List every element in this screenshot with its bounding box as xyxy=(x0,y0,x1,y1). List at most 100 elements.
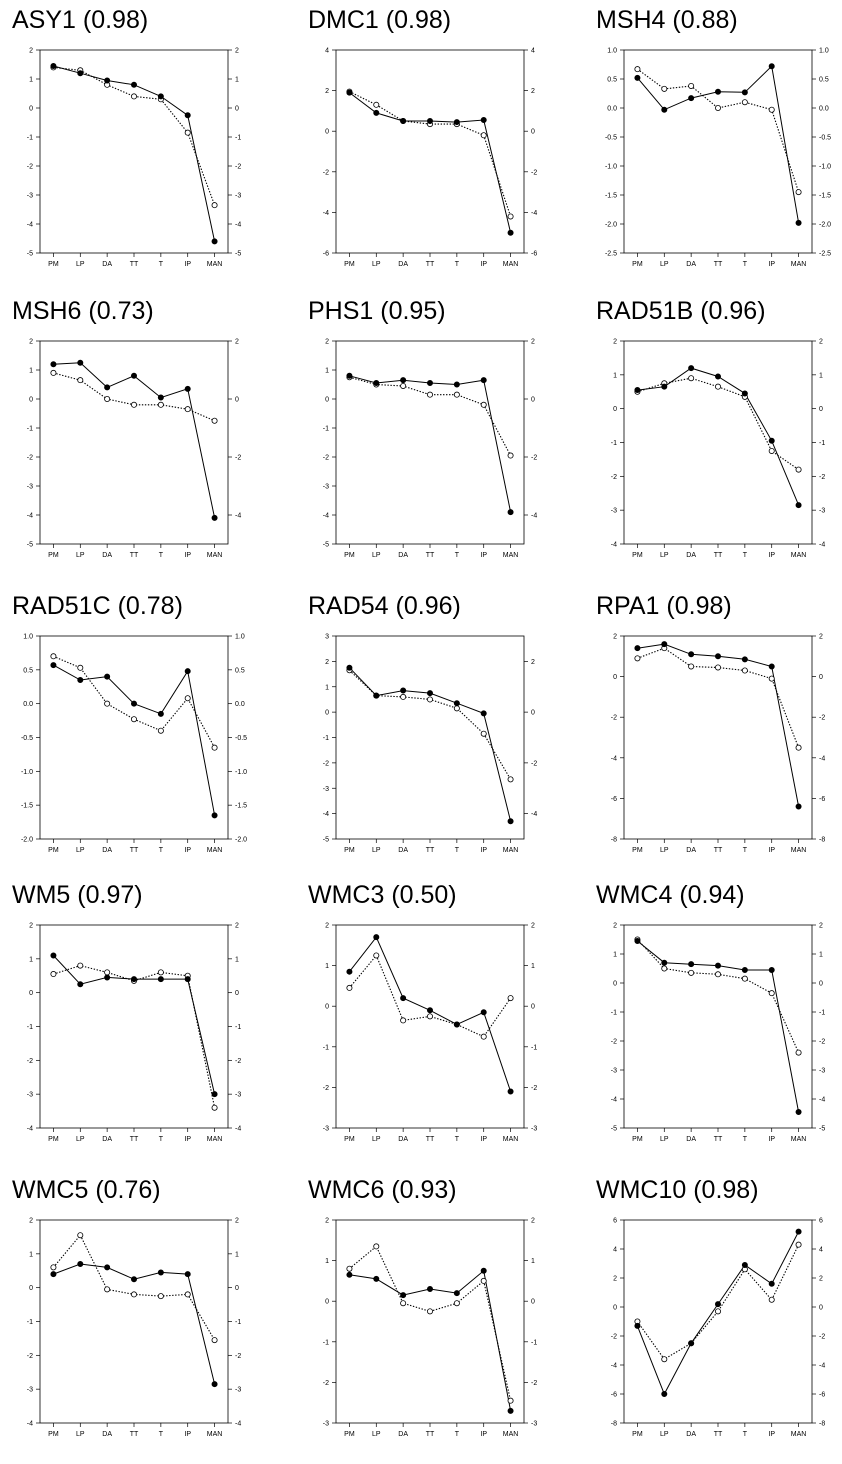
y-tick-label: -1 xyxy=(27,1024,33,1031)
y-right-tick-label: 2 xyxy=(531,339,535,346)
data-point-open xyxy=(104,969,111,976)
y-tick-label: -3 xyxy=(323,786,329,793)
y-tick-label: -2 xyxy=(27,164,33,171)
y-tick-label: -5 xyxy=(323,837,329,844)
data-point-open xyxy=(77,962,84,969)
data-point-filled xyxy=(634,74,641,81)
data-point-filled xyxy=(661,959,668,966)
y-right-tick-label: 2 xyxy=(235,48,239,55)
y-right-tick-label: 2 xyxy=(531,659,535,666)
x-tick-label: DA xyxy=(398,552,408,559)
y-tick-label: -0.5 xyxy=(605,135,617,142)
y-right-tick-label: 0 xyxy=(235,990,239,997)
data-point-open xyxy=(50,1264,57,1271)
y-right-tick-label: -3 xyxy=(819,1068,825,1075)
data-point-open xyxy=(714,664,721,671)
y-tick-label: -4 xyxy=(611,755,617,762)
y-tick-label: -5 xyxy=(611,1126,617,1133)
x-tick-label: DA xyxy=(686,261,696,268)
data-point-open xyxy=(373,1243,380,1250)
x-tick-label: MAN xyxy=(503,552,519,559)
x-tick-label: DA xyxy=(686,1136,696,1143)
data-point-open xyxy=(688,663,695,670)
y-tick-label: 2 xyxy=(325,659,329,666)
y-right-tick-label: 1 xyxy=(531,963,535,970)
chart-plot: 1.0 0.5 0.0 -0.5 -1.0 -1.5 -2.0 -2.5 1.0 0.5 0.0 -0… xyxy=(605,48,831,269)
y-right-tick-label: -1 xyxy=(531,1044,537,1051)
x-tick-label: PM xyxy=(632,847,643,854)
data-point-filled xyxy=(157,710,164,717)
data-point-open xyxy=(130,93,137,100)
chart-plot: 20-2-4-6-820-2-4-6-8PM LP DA TT T IP MAN xyxy=(611,634,826,855)
data-point-open xyxy=(507,213,514,220)
y-right-tick-label: 0 xyxy=(819,981,823,988)
x-tick-label: PM xyxy=(632,1431,643,1438)
data-point-open xyxy=(130,401,137,408)
data-point-open xyxy=(400,1300,407,1307)
x-tick-label: TT xyxy=(130,552,139,559)
y-right-tick-label: -6 xyxy=(531,251,537,258)
y-tick-label: -2 xyxy=(323,760,329,767)
x-tick-label: LP xyxy=(76,1136,85,1143)
plot-frame xyxy=(623,1219,813,1424)
data-point-filled xyxy=(768,966,775,973)
data-point-open xyxy=(77,664,84,671)
data-point-filled xyxy=(346,372,353,379)
data-point-filled xyxy=(661,383,668,390)
chart-panel: WMC10 (0.98) 6 4 2 0 -2 -4 -6 -8 6 4 2 0 -2 -4 -6 -8 PM LP… xyxy=(584,1170,842,1462)
chart-panel: RAD51B (0.96) 2 1 0 -1 -2 -3 -4 2 1 0 -1 -2 -3 -4 PM LP D… xyxy=(584,291,842,583)
y-right-tick-label: -5 xyxy=(819,1126,825,1133)
chart-panel: RAD51C (0.78) 1.0 0.5 0.0 -0.5 -1.0 -1.5 -2.0 1.… xyxy=(0,586,280,878)
y-tick-label: -2 xyxy=(611,1334,617,1341)
y-tick-label: -1 xyxy=(323,1339,329,1346)
y-right-tick-label: -2 xyxy=(531,455,537,462)
y-tick-label: -2 xyxy=(27,1353,33,1360)
data-point-filled xyxy=(480,1009,487,1016)
data-point-filled xyxy=(426,380,433,387)
data-point-filled xyxy=(50,62,57,69)
y-tick-label: 1 xyxy=(325,684,329,691)
data-point-filled xyxy=(661,641,668,648)
data-point-open xyxy=(400,1017,407,1024)
x-tick-label: DA xyxy=(102,261,112,268)
data-point-filled xyxy=(795,219,802,226)
series-line-open xyxy=(636,939,800,1053)
data-point-open xyxy=(50,369,57,376)
data-point-open xyxy=(634,66,641,73)
data-point-open xyxy=(768,106,775,113)
y-tick-label: -2 xyxy=(323,455,329,462)
data-point-filled xyxy=(714,962,721,969)
chart-title: WMC4 (0.94) xyxy=(596,881,745,909)
y-right-tick-label: 2 xyxy=(531,88,535,95)
data-point-open xyxy=(453,1300,460,1307)
x-tick-label: DA xyxy=(102,1431,112,1438)
series-line-open xyxy=(637,377,799,471)
data-point-open xyxy=(157,969,164,976)
data-point-filled xyxy=(373,934,380,941)
data-point-filled xyxy=(211,812,218,819)
data-point-filled xyxy=(346,89,353,96)
y-tick-label: 0 xyxy=(325,1004,329,1011)
y-right-tick-label: -1 xyxy=(819,1010,825,1017)
chart-panel: WMC3 (0.50) 2 1 0 -1 -2 -3 2 1 0 -1 -2 -3 PM LP DA TT T IP… xyxy=(296,875,576,1167)
y-tick-label: 2 xyxy=(29,339,33,346)
data-point-open xyxy=(400,382,407,389)
x-tick-label: TT xyxy=(426,1431,435,1438)
chart-panel: MSH6 (0.73) 2 1 0 -1 -2 -3 -4 -5 2 0 -2 -4 PM LP DA TT T I… xyxy=(0,291,280,583)
x-tick-label: T xyxy=(743,552,748,559)
y-right-tick-label: -2 xyxy=(235,1058,241,1065)
y-right-tick-label: -0.5 xyxy=(819,135,831,142)
y-tick-label: 0.5 xyxy=(23,667,33,674)
data-point-filled xyxy=(50,952,57,959)
data-point-open xyxy=(50,653,57,660)
y-right-tick-label: -4 xyxy=(531,210,537,217)
y-right-tick-label: -3 xyxy=(819,508,825,515)
plot-frame xyxy=(623,340,813,545)
series-line-filled xyxy=(53,362,216,519)
data-point-filled xyxy=(50,361,57,368)
data-point-open xyxy=(157,401,164,408)
data-point-filled xyxy=(400,377,407,384)
y-right-tick-label: 0 xyxy=(531,1004,535,1011)
